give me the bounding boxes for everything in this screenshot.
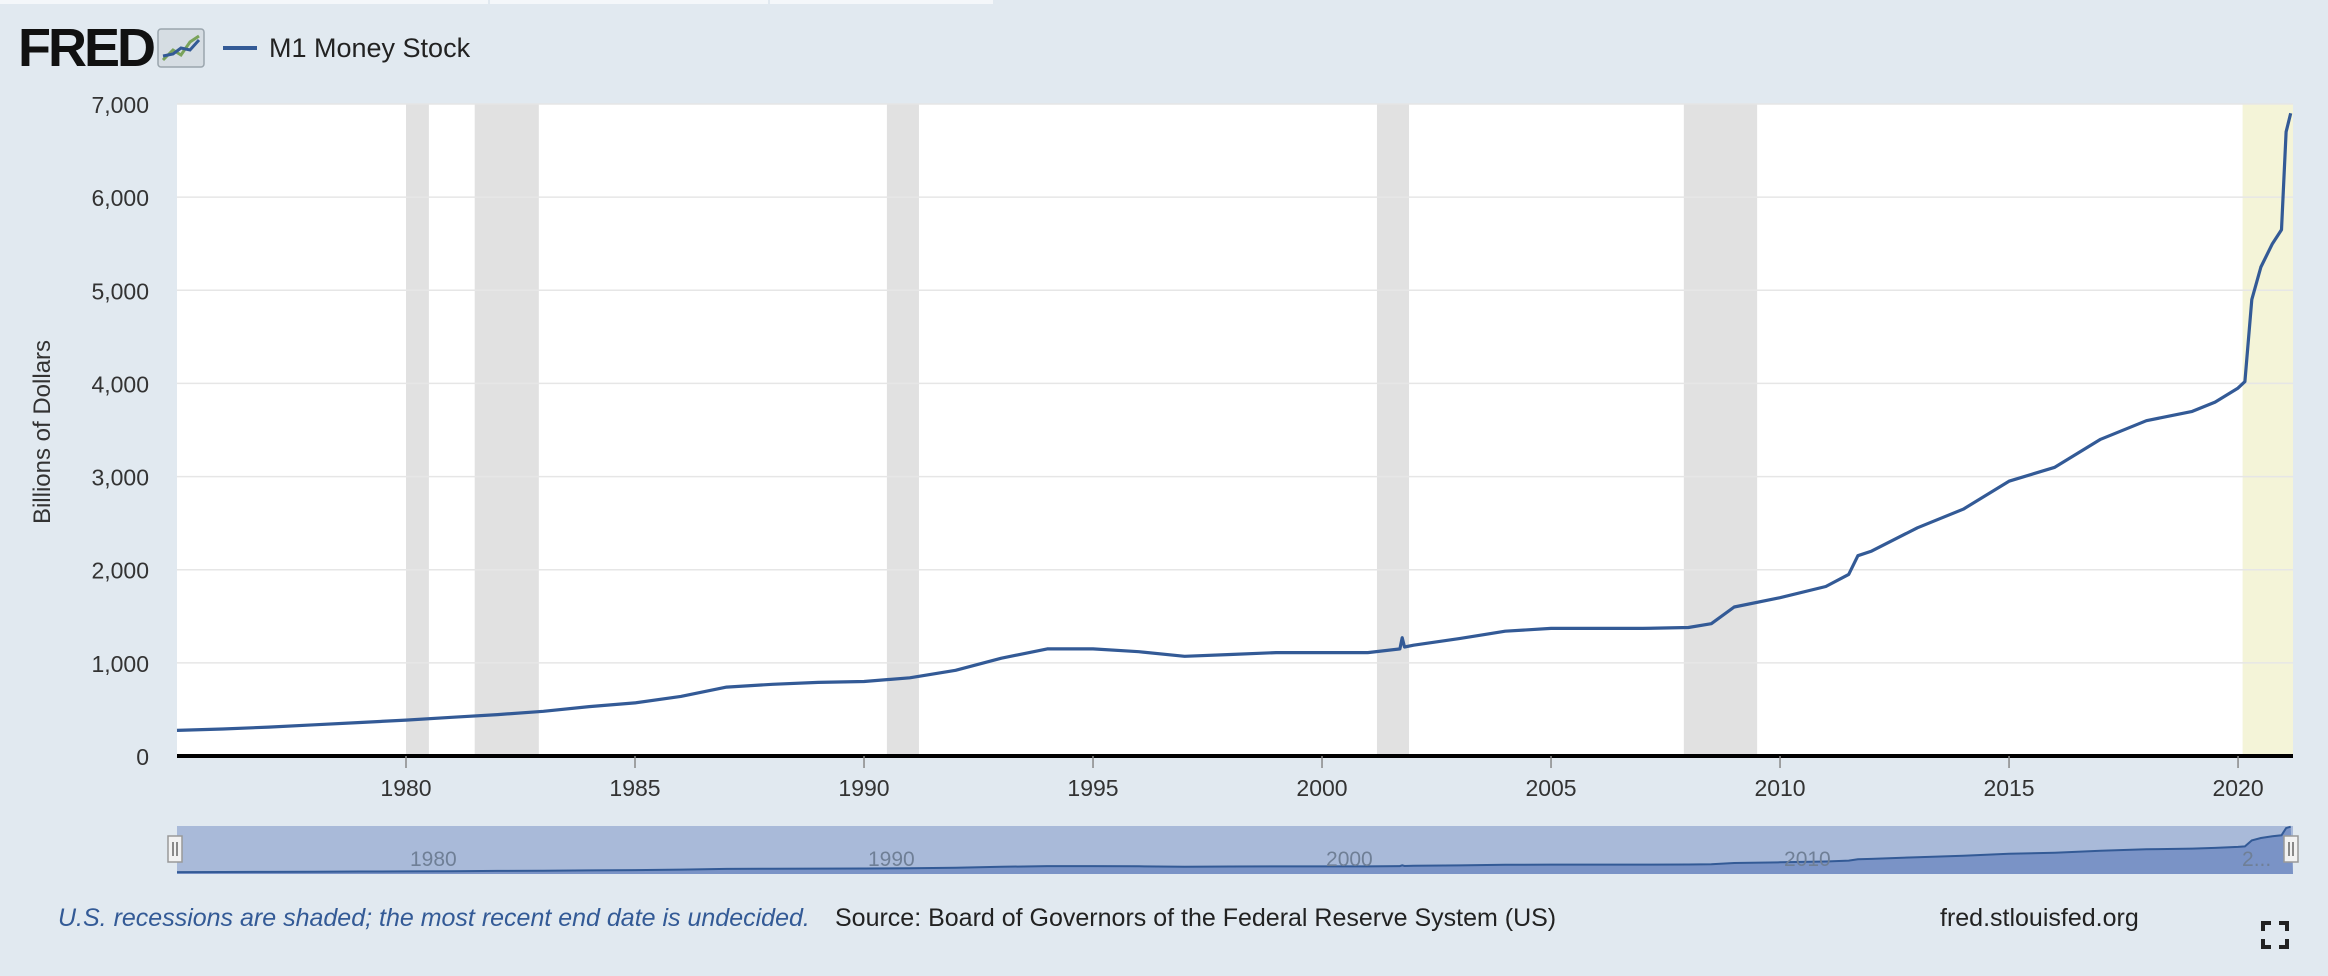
legend-line-swatch (223, 46, 257, 50)
source-note: Source: Board of Governors of the Federa… (835, 904, 1557, 932)
y-tick-label: 4,000 (91, 371, 149, 397)
top-rule (770, 0, 993, 4)
navigator-series-line (176, 825, 2291, 874)
x-tick-label: 1985 (609, 775, 660, 801)
y-tick-label: 2,000 (91, 558, 149, 584)
x-tick-label: 2020 (2212, 775, 2263, 801)
y-tick-label: 7,000 (91, 92, 149, 118)
y-tick-label: 1,000 (91, 651, 149, 677)
x-tick-label: 2010 (1754, 775, 1805, 801)
navigator-label: 2000 (1326, 848, 1373, 871)
x-tick-label: 2015 (1983, 775, 2034, 801)
y-tick-label: 0 (136, 744, 149, 770)
top-rule (490, 0, 768, 4)
recession-band (2242, 104, 2293, 756)
recession-note: U.S. recessions are shaded; the most rec… (58, 904, 810, 932)
recession-band (1376, 104, 1410, 756)
navigator-label: 2010 (1784, 848, 1831, 871)
x-tick-label: 1980 (380, 775, 431, 801)
x-tick-label: 1995 (1067, 775, 1118, 801)
top-rule (0, 0, 488, 4)
recession-band (406, 104, 429, 756)
recession-band (474, 104, 539, 756)
y-axis-title: Billions of Dollars (29, 340, 56, 524)
recession-band (1683, 104, 1758, 756)
navigator-label: 1980 (410, 848, 457, 871)
x-tick-label: 2000 (1296, 775, 1347, 801)
fred-logo[interactable]: FRED (18, 18, 156, 78)
legend-series-label[interactable]: M1 Money Stock (269, 32, 471, 63)
navigator-series-area (177, 826, 2293, 874)
navigator-handle-right[interactable] (2283, 835, 2299, 863)
series-line-m1 (176, 112, 2293, 732)
line-chart-icon (157, 28, 205, 68)
y-tick-label: 6,000 (91, 185, 149, 211)
fullscreen-icon[interactable] (2260, 920, 2290, 950)
y-tick-label: 5,000 (91, 278, 149, 304)
recession-band (886, 104, 919, 756)
x-tick-label: 2005 (1525, 775, 1576, 801)
x-tick-label: 1990 (838, 775, 889, 801)
site-link[interactable]: fred.stlouisfed.org (1940, 904, 2139, 932)
y-tick-label: 3,000 (91, 465, 149, 491)
navigator-label: 2... (2242, 848, 2271, 871)
chart-header: FRED M1 Money Stock (18, 18, 470, 78)
navigator-handle-left[interactable] (167, 835, 183, 863)
navigator-label: 1990 (868, 848, 915, 871)
